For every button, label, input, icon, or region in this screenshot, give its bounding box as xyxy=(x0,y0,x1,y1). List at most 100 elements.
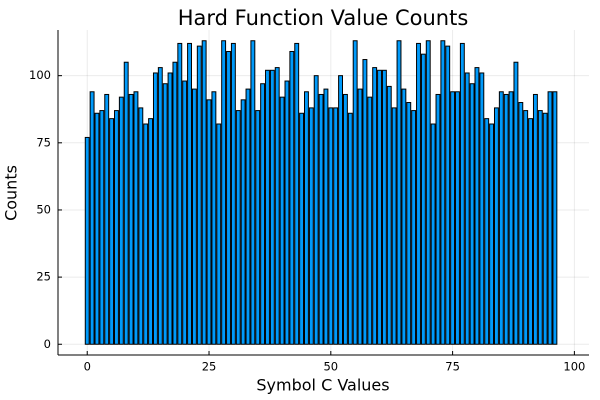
bar xyxy=(347,112,353,345)
bar xyxy=(323,88,329,345)
bar xyxy=(435,93,441,345)
bar xyxy=(216,123,222,345)
bar xyxy=(133,91,139,345)
bar xyxy=(84,136,90,345)
bar xyxy=(109,118,115,345)
bar xyxy=(459,42,465,345)
bar xyxy=(503,93,509,345)
y-tick-label: 75 xyxy=(36,135,51,149)
bar xyxy=(274,67,280,345)
bar xyxy=(469,83,475,345)
bar xyxy=(464,72,470,345)
bar xyxy=(313,75,319,345)
bar xyxy=(386,85,392,345)
bar xyxy=(430,123,436,345)
y-axis-label: Counts xyxy=(2,165,21,221)
bar xyxy=(450,91,456,345)
bar xyxy=(542,112,548,345)
bar xyxy=(333,107,339,345)
bar xyxy=(128,93,134,345)
bar xyxy=(177,42,183,345)
bar xyxy=(416,42,421,345)
bar xyxy=(182,80,188,345)
bar xyxy=(367,96,373,345)
bar xyxy=(250,40,256,345)
bar xyxy=(372,67,378,345)
bar xyxy=(187,42,192,345)
bar xyxy=(532,93,538,345)
bar xyxy=(352,40,358,345)
x-axis-label: Symbol C Values xyxy=(256,376,389,395)
x-tick-label: 0 xyxy=(84,360,91,374)
bar xyxy=(230,42,236,345)
bar xyxy=(99,110,105,345)
bar xyxy=(396,40,402,345)
bar xyxy=(196,45,202,345)
bar xyxy=(94,112,100,345)
bar xyxy=(304,91,309,345)
bar xyxy=(479,72,485,345)
bar xyxy=(235,110,241,345)
bar xyxy=(191,88,197,345)
axes xyxy=(57,30,589,356)
bar xyxy=(123,61,129,345)
bar xyxy=(152,72,158,345)
bar xyxy=(118,96,124,345)
bar xyxy=(552,91,558,345)
bar xyxy=(211,91,217,345)
bar xyxy=(172,61,178,345)
x-tick-label: 75 xyxy=(445,360,460,374)
bar xyxy=(299,112,305,345)
bar xyxy=(493,107,499,345)
bar xyxy=(162,83,168,345)
bar xyxy=(528,118,533,345)
bar xyxy=(318,93,324,345)
bar xyxy=(260,83,266,345)
bar xyxy=(420,53,426,345)
bar xyxy=(362,59,368,345)
bar xyxy=(294,42,300,345)
bar xyxy=(406,102,412,345)
x-tick-label: 100 xyxy=(563,360,585,374)
bar xyxy=(440,40,446,345)
bar xyxy=(342,93,348,345)
bar xyxy=(474,67,480,345)
bar xyxy=(269,69,275,345)
bar xyxy=(289,50,295,345)
bar xyxy=(308,107,314,345)
bar xyxy=(357,88,363,345)
bar xyxy=(206,99,212,345)
bar xyxy=(148,118,154,345)
bar xyxy=(284,80,290,345)
y-tick-label: 50 xyxy=(36,202,51,216)
bar xyxy=(523,110,529,345)
bar xyxy=(167,72,173,345)
bar xyxy=(226,50,231,345)
x-ticks: 0 25 50 75 100 xyxy=(84,351,585,374)
y-tick-label: 0 xyxy=(44,337,51,351)
bar xyxy=(508,91,514,345)
bar xyxy=(157,67,163,345)
bar xyxy=(201,40,207,345)
bar xyxy=(455,91,460,345)
bar xyxy=(114,110,119,345)
bar xyxy=(518,102,524,345)
bar xyxy=(547,91,553,345)
chart-title: Hard Function Value Counts xyxy=(178,6,469,30)
bar xyxy=(484,118,490,345)
bar xyxy=(138,107,144,345)
y-tick-label: 100 xyxy=(29,68,51,82)
bar xyxy=(391,107,397,345)
x-tick-label: 25 xyxy=(202,360,217,374)
bar xyxy=(328,107,334,345)
bar xyxy=(401,88,407,345)
bar xyxy=(104,93,110,345)
x-tick-label: 50 xyxy=(323,360,338,374)
bar xyxy=(411,110,417,345)
bar xyxy=(265,69,270,345)
bar xyxy=(279,96,285,345)
bar xyxy=(498,91,504,345)
bar xyxy=(381,69,387,345)
bar xyxy=(537,110,543,345)
